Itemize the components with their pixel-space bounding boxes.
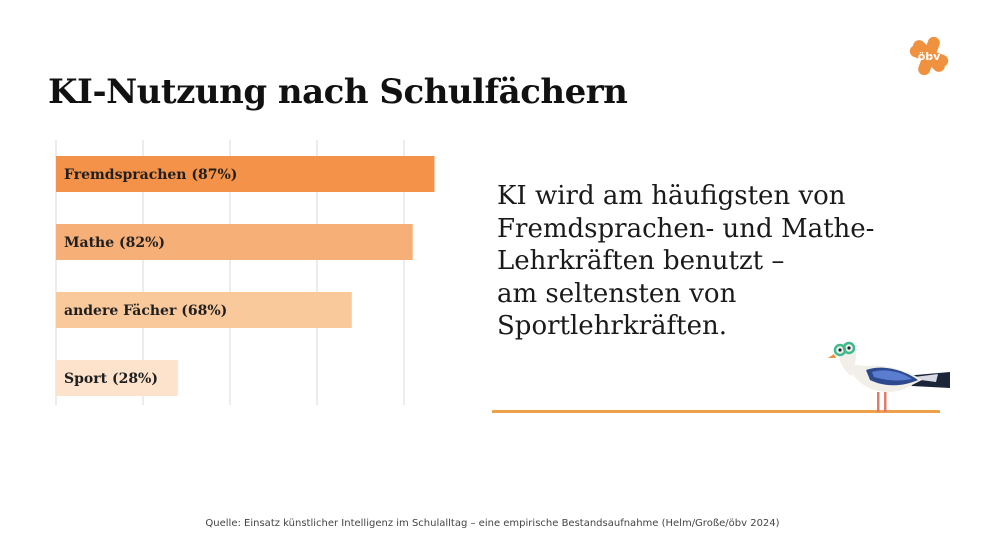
bar-label: Sport (28%) [64, 371, 158, 387]
bar-label: Mathe (82%) [64, 235, 165, 251]
oebv-logo: öbv [909, 36, 949, 76]
bird-illustration [828, 341, 950, 412]
bar-label: Fremdsprachen (87%) [64, 167, 237, 183]
bar [56, 156, 435, 192]
statement-line: KI wird am häufigsten von [497, 181, 846, 211]
logo-text: öbv [918, 50, 941, 63]
bar [56, 360, 178, 396]
source-note: Quelle: Einsatz künstlicher Intelligenz … [205, 518, 780, 529]
statement-line: Sportlehrkräften. [497, 311, 728, 341]
bar [56, 292, 352, 328]
bar [56, 224, 413, 260]
chart-bars: Fremdsprachen (87%) Mathe (82%) andere Fäc… [56, 156, 435, 396]
statement-line: am seltensten von [497, 278, 737, 309]
statement-line: Fremdsprachen- und Mathe- [497, 213, 875, 244]
statement-text: KI wird am häufigsten von Fremdsprachen-… [497, 180, 917, 343]
bar-chart: Fremdsprachen (87%) Mathe (82%) andere Fäc… [55, 140, 435, 405]
statement-line: Lehrkräften benutzt – [497, 246, 785, 276]
ground-line [492, 410, 940, 413]
page-title: KI-Nutzung nach Schulfächern [48, 72, 628, 112]
bar-label: andere Fächer (68%) [64, 303, 227, 319]
